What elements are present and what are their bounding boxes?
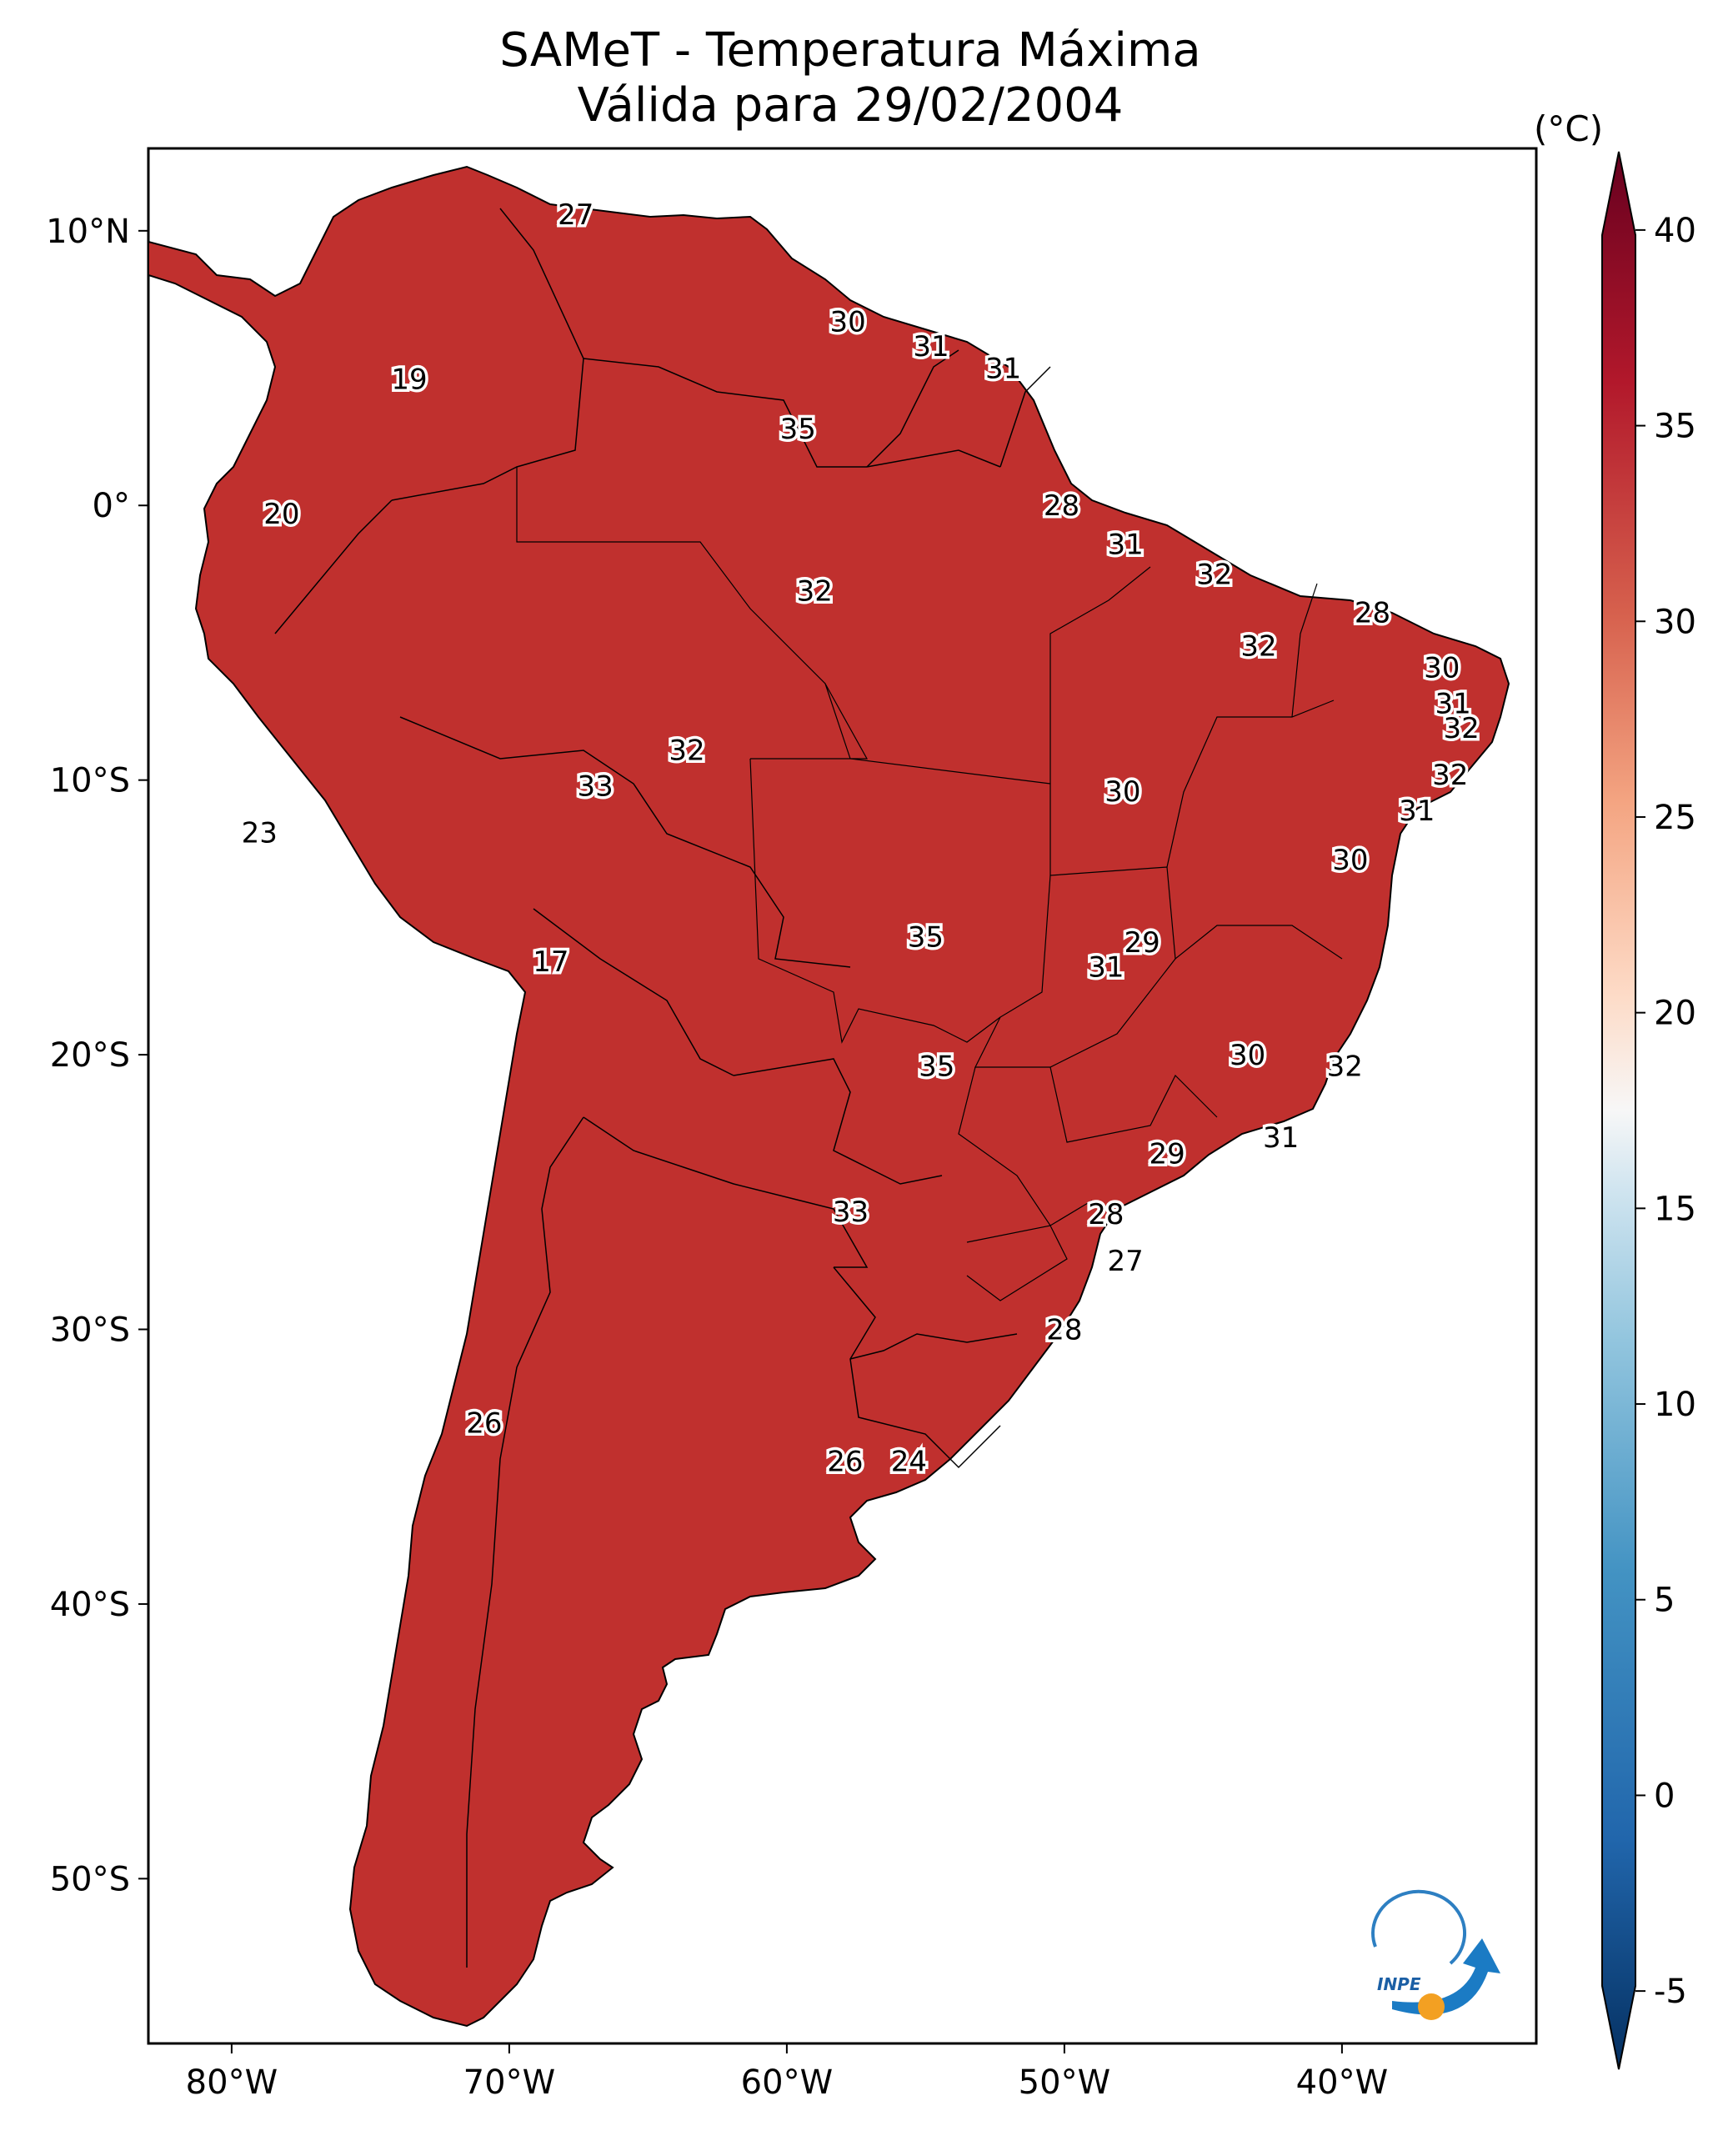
contour-label: 35 bbox=[919, 1050, 954, 1083]
contour-label: 30 bbox=[1230, 1039, 1265, 1072]
contour-label: 31 bbox=[985, 353, 1021, 386]
colorbar-tick-label: 20 bbox=[1654, 995, 1696, 1033]
contour-label: 28 bbox=[1046, 1314, 1082, 1347]
country-borders bbox=[274, 208, 1051, 1968]
lat-tick-label: 10°N bbox=[46, 213, 130, 251]
latitude-axis: 10°N 0° 10°S 20°S 30°S 40°S 50°S bbox=[46, 213, 148, 1898]
contour-label: 32 bbox=[1443, 712, 1479, 745]
colorbar-ticks: 40 35 30 25 20 15 10 5 0 -5 bbox=[1635, 212, 1696, 2011]
contour-label: 32 bbox=[1240, 629, 1276, 663]
lat-tick-label: 20°S bbox=[50, 1036, 130, 1075]
lat-tick-label: 40°S bbox=[50, 1586, 130, 1624]
colorbar-bar bbox=[1601, 151, 1636, 2070]
contour-label: 27 bbox=[1108, 1245, 1144, 1278]
lon-tick-label: 80°W bbox=[186, 2063, 278, 2102]
colorbar-tick-label: 5 bbox=[1654, 1582, 1675, 1620]
contour-label: 19 bbox=[391, 364, 427, 397]
contour-label: 31 bbox=[1435, 687, 1470, 720]
map-content: INPE bbox=[148, 166, 1510, 2027]
inpe-logo: INPE bbox=[1371, 1889, 1500, 2020]
contour-label: 17 bbox=[533, 945, 568, 979]
contour-label: 26 bbox=[827, 1446, 863, 1479]
map-title: SAMeT - Temperatura Máxima Válida para 2… bbox=[150, 23, 1550, 133]
inpe-logo-text: INPE bbox=[1377, 1974, 1421, 1994]
contour-label: 30 bbox=[1332, 844, 1368, 877]
contour-label: 29 bbox=[1149, 1138, 1185, 1171]
contour-label: 30 bbox=[1104, 775, 1140, 809]
contour-label: 32 bbox=[1432, 759, 1468, 792]
lat-tick-label: 0° bbox=[93, 487, 130, 525]
lon-tick-label: 70°W bbox=[463, 2063, 555, 2102]
colorbar-unit: (°C) bbox=[1534, 108, 1604, 149]
contour-label: 31 bbox=[1088, 951, 1124, 985]
contour-label: 30 bbox=[830, 306, 866, 339]
contour-label: 32 bbox=[1327, 1050, 1363, 1083]
colorbar-tick-label: 10 bbox=[1654, 1386, 1696, 1424]
contour-label: 24 bbox=[891, 1446, 927, 1479]
contour-label: 35 bbox=[908, 920, 944, 954]
colorbar-tick-label: 40 bbox=[1654, 212, 1696, 250]
lat-tick-label: 10°S bbox=[50, 762, 130, 800]
contour-label: 20 bbox=[263, 498, 299, 531]
colorbar-tick-label: -5 bbox=[1654, 1973, 1687, 2011]
contour-label: 31 bbox=[913, 330, 949, 364]
lat-tick-label: 50°S bbox=[50, 1860, 130, 1898]
contour-label: 31 bbox=[1263, 1121, 1299, 1155]
colorbar-tick-label: 30 bbox=[1654, 603, 1696, 641]
contour-label: 32 bbox=[797, 574, 833, 608]
contour-label: 33 bbox=[833, 1196, 869, 1229]
title-line-2: Válida para 29/02/2004 bbox=[577, 78, 1124, 133]
colorbar: 40 35 30 25 20 15 10 5 0 -5 bbox=[1601, 151, 1696, 2070]
contour-label: 32 bbox=[1196, 559, 1232, 592]
contour-label: 27 bbox=[558, 198, 594, 232]
lon-tick-label: 50°W bbox=[1019, 2063, 1110, 2102]
title-line-1: SAMeT - Temperatura Máxima bbox=[499, 23, 1201, 78]
state-borders bbox=[516, 467, 1343, 1301]
contour-label: 35 bbox=[780, 413, 816, 446]
contour-label: 29 bbox=[1124, 926, 1160, 960]
contour-label: 23 bbox=[242, 816, 278, 850]
contour-label: 30 bbox=[1424, 652, 1460, 685]
colorbar-tick-label: 25 bbox=[1654, 799, 1696, 837]
contour-label: 31 bbox=[1108, 528, 1144, 561]
contour-label: 32 bbox=[669, 734, 704, 767]
colorbar-tick-label: 0 bbox=[1654, 1777, 1675, 1815]
contour-label: 28 bbox=[1088, 1198, 1124, 1231]
colorbar-tick-label: 35 bbox=[1654, 408, 1696, 446]
lon-tick-label: 40°W bbox=[1296, 2063, 1388, 2102]
contour-label: 28 bbox=[1355, 597, 1390, 630]
contour-label: 28 bbox=[1044, 489, 1079, 523]
longitude-axis: 80°W 70°W 60°W 50°W 40°W bbox=[186, 2043, 1388, 2102]
contour-label: 31 bbox=[1399, 795, 1435, 828]
lat-tick-label: 30°S bbox=[50, 1311, 130, 1350]
lon-tick-label: 60°W bbox=[741, 2063, 833, 2102]
colorbar-tick-label: 15 bbox=[1654, 1190, 1696, 1228]
contour-label: 26 bbox=[466, 1407, 502, 1441]
contour-label: 33 bbox=[577, 770, 613, 803]
